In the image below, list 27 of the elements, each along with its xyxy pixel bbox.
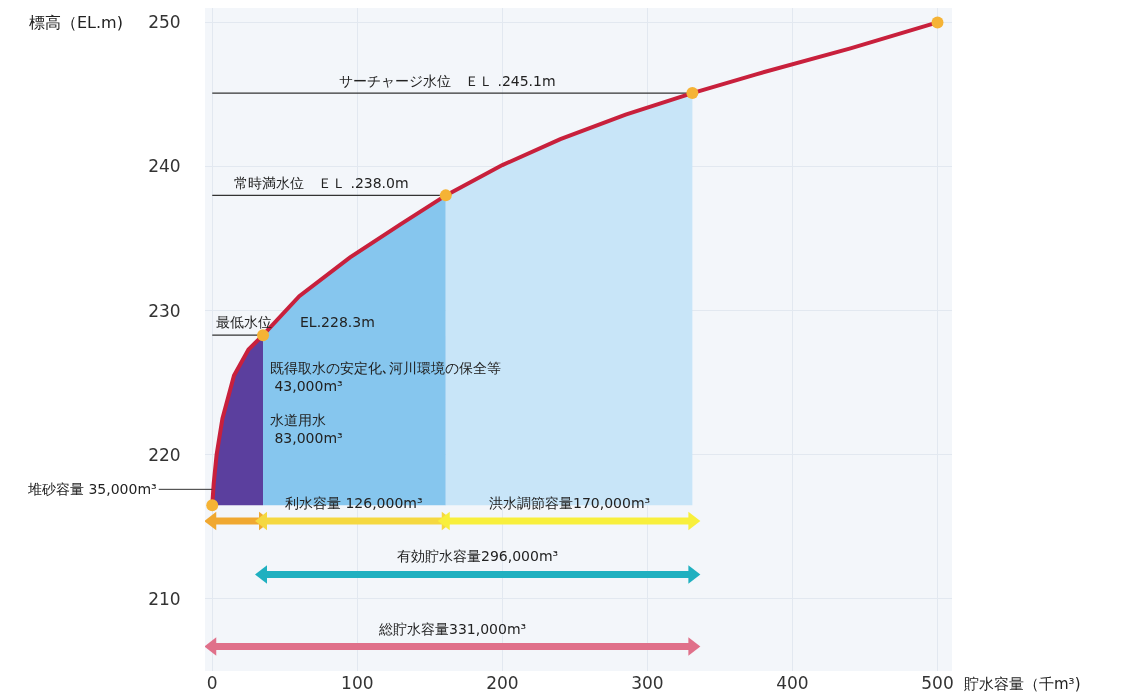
point [686, 87, 699, 100]
x-tick-label: 500 [921, 673, 954, 693]
y-tick-label: 210 [148, 588, 181, 609]
y-axis-title: 標高（EL.m) [29, 13, 123, 32]
x-tick-label: 0 [206, 673, 218, 693]
series-label: 洪水調節容量170,000m³ [489, 495, 651, 511]
series-label: 有効貯水容量296,000m³ [397, 548, 559, 564]
x-tick-label: 100 [341, 673, 374, 693]
y-tick-label: 220 [148, 444, 181, 465]
annotation: 既得取水の安定化､河川環境の保全等 43,000m³ [270, 360, 501, 395]
annotation: 常時満水位 ＥＬ .238.0m [234, 175, 409, 191]
annotation: 水道用水 83,000m³ [270, 412, 343, 447]
x-axis-title: 貯水容量（千m³) [964, 675, 1081, 693]
x-tick-label: 300 [631, 673, 664, 693]
y-tick-label: 240 [148, 156, 181, 177]
point [206, 499, 219, 512]
y-tick-label: 250 [148, 12, 181, 33]
point [257, 329, 270, 342]
text: 堆砂容量 35,000m³ [27, 481, 157, 497]
point [439, 189, 452, 202]
series-label: 利水容量 126,000m³ [285, 495, 423, 511]
x-tick-label: 400 [776, 673, 809, 693]
annotation: 最低水位 EL.228.3m [216, 314, 375, 330]
x-tick-label: 200 [486, 673, 519, 693]
annotation: サーチャージ水位 ＥＬ .245.1m [339, 73, 556, 89]
y-tick-label: 230 [148, 300, 181, 321]
series-label: 総貯水容量331,000m³ [378, 621, 527, 637]
